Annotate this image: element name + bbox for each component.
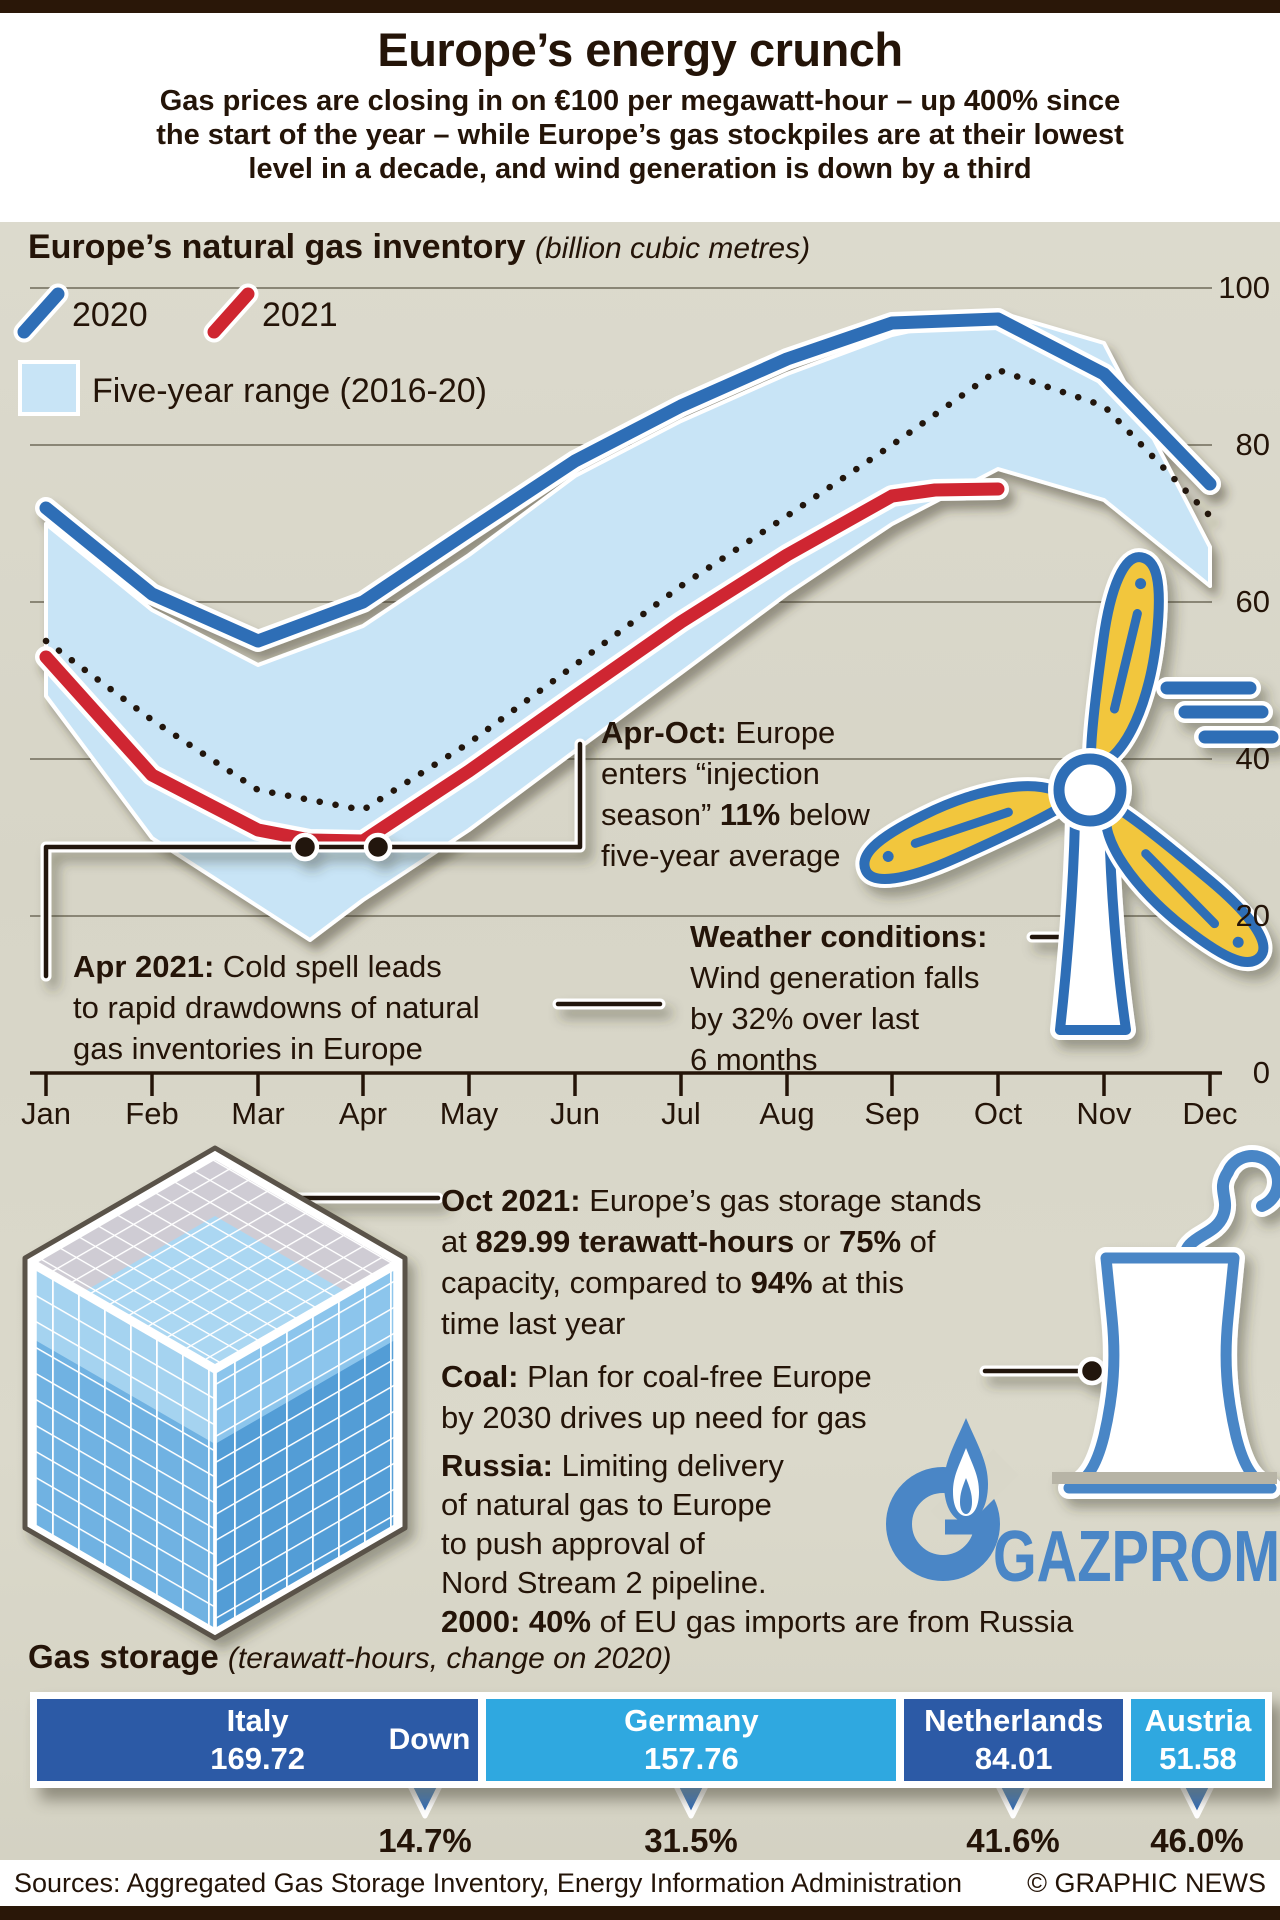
change-austria: 46.0% (1150, 1822, 1244, 1859)
callout-oct-2021: Oct 2021: Europe’s gas storage stands at… (441, 1183, 982, 1341)
wind-speed-lines-icon (1156, 677, 1280, 748)
storage-heading-unit: (terawatt-hours, change on 2020) (227, 1642, 672, 1675)
legend-label-range: Five-year range (2016-20) (92, 372, 487, 410)
country-value: 169.72 (210, 1741, 306, 1776)
smoke-icon (1173, 1145, 1280, 1273)
bar-segment-austria: Austria 51.58 (1130, 1699, 1265, 1781)
storage-heading: Gas storage (terawatt-hours, change on 2… (28, 1638, 672, 1676)
callout-apr-oct: Apr-Oct: Europe enters “injection season… (601, 715, 870, 873)
gazprom-flame-logo (886, 1418, 1019, 1581)
y-tick-20: 20 (1235, 898, 1270, 933)
page-title: Europe’s energy crunch (377, 23, 903, 76)
x-label-nov: Nov (1076, 1096, 1132, 1131)
y-tick-40: 40 (1235, 741, 1270, 776)
top-rule (0, 0, 1280, 13)
legend-swatch-2020 (13, 283, 69, 343)
x-label-jun: Jun (550, 1096, 600, 1131)
x-label-feb: Feb (125, 1096, 179, 1131)
bar-segment-italy: Italy 169.72 Down (37, 1699, 479, 1781)
x-label-jan: Jan (21, 1096, 71, 1131)
turbine-blades (855, 548, 1273, 972)
change-italy: 14.7% (378, 1822, 472, 1859)
x-label-oct: Oct (973, 1096, 1023, 1131)
subtitle-line: Gas prices are closing in on €100 per me… (159, 85, 1121, 117)
legend-label-2020: 2020 (72, 296, 148, 334)
x-label-may: May (439, 1096, 499, 1131)
x-label-dec: Dec (1182, 1096, 1238, 1131)
chart-heading-title: Europe’s natural gas inventory (28, 228, 526, 266)
country-value: 84.01 (974, 1741, 1053, 1776)
x-label-sep: Sep (864, 1096, 920, 1131)
down-label: Down (388, 1723, 471, 1756)
country-value: 157.76 (643, 1741, 739, 1776)
turbine-tower (1050, 810, 1136, 1040)
bottom-rule (0, 1906, 1280, 1920)
five-year-average-line (42, 366, 1214, 814)
callout-weather: Weather conditions: Wind generation fall… (690, 919, 988, 1077)
change-netherlands: 41.6% (966, 1822, 1060, 1859)
bar-segment-germany: Germany 157.76 (486, 1699, 897, 1781)
callout-coal: Coal: Plan for coal-free Europe by 2030 … (441, 1359, 872, 1435)
y-tick-60: 60 (1235, 584, 1270, 619)
chart-heading-unit: (billion cubic metres) (535, 232, 811, 265)
chart-heading: Europe’s natural gas inventory (billion … (28, 228, 810, 267)
gazprom-wordmark: GAZPROM (993, 1517, 1280, 1597)
subtitle-line: level in a decade, and wind generation i… (248, 153, 1032, 185)
country-name: Austria (1144, 1703, 1252, 1738)
line-2020 (35, 308, 1221, 652)
legend-swatch-range (18, 360, 80, 416)
y-tick-0: 0 (1252, 1055, 1270, 1090)
gas-storage-cube (22, 1145, 408, 1641)
callout-lead: Apr-Oct: (601, 715, 727, 750)
x-label-aug: Aug (759, 1096, 815, 1131)
x-label-mar: Mar (231, 1096, 285, 1131)
sources-line: Sources: Aggregated Gas Storage Inventor… (14, 1868, 963, 1898)
x-axis (30, 1071, 1222, 1096)
storage-heading-title: Gas storage (28, 1638, 219, 1675)
five-year-range-band (44, 310, 1212, 942)
cooling-tower-icon (1052, 1145, 1280, 1499)
country-value: 51.58 (1159, 1741, 1237, 1776)
x-label-jul: Jul (661, 1096, 701, 1131)
credit-line: © GRAPHIC NEWS (1027, 1868, 1266, 1898)
legend-swatch-2021 (203, 283, 259, 343)
legend-label-2021: 2021 (262, 296, 338, 334)
y-tick-100: 100 (1218, 270, 1270, 305)
country-name: Italy (226, 1703, 289, 1738)
callout-apr-2021: Apr 2021: Cold spell leads to rapid draw… (73, 949, 480, 1066)
subtitle-line: the start of the year – while Europe’s g… (156, 119, 1124, 151)
callout-russia: Russia: Limiting delivery of natural gas… (441, 1448, 1074, 1639)
bar-segment-netherlands: Netherlands 84.01 (904, 1699, 1123, 1781)
x-label-apr: Apr (338, 1096, 388, 1131)
page-subtitle: Gas prices are closing in on €100 per me… (0, 84, 1280, 186)
line-2021 (35, 478, 1009, 852)
change-germany: 31.5% (644, 1822, 738, 1859)
y-tick-80: 80 (1235, 427, 1270, 462)
country-name: Germany (624, 1703, 759, 1738)
wind-turbine-icon (855, 548, 1280, 1040)
country-name: Netherlands (924, 1703, 1104, 1738)
gas-storage-bar: Italy 169.72 Down Germany 157.76 Netherl… (30, 1692, 1272, 1788)
